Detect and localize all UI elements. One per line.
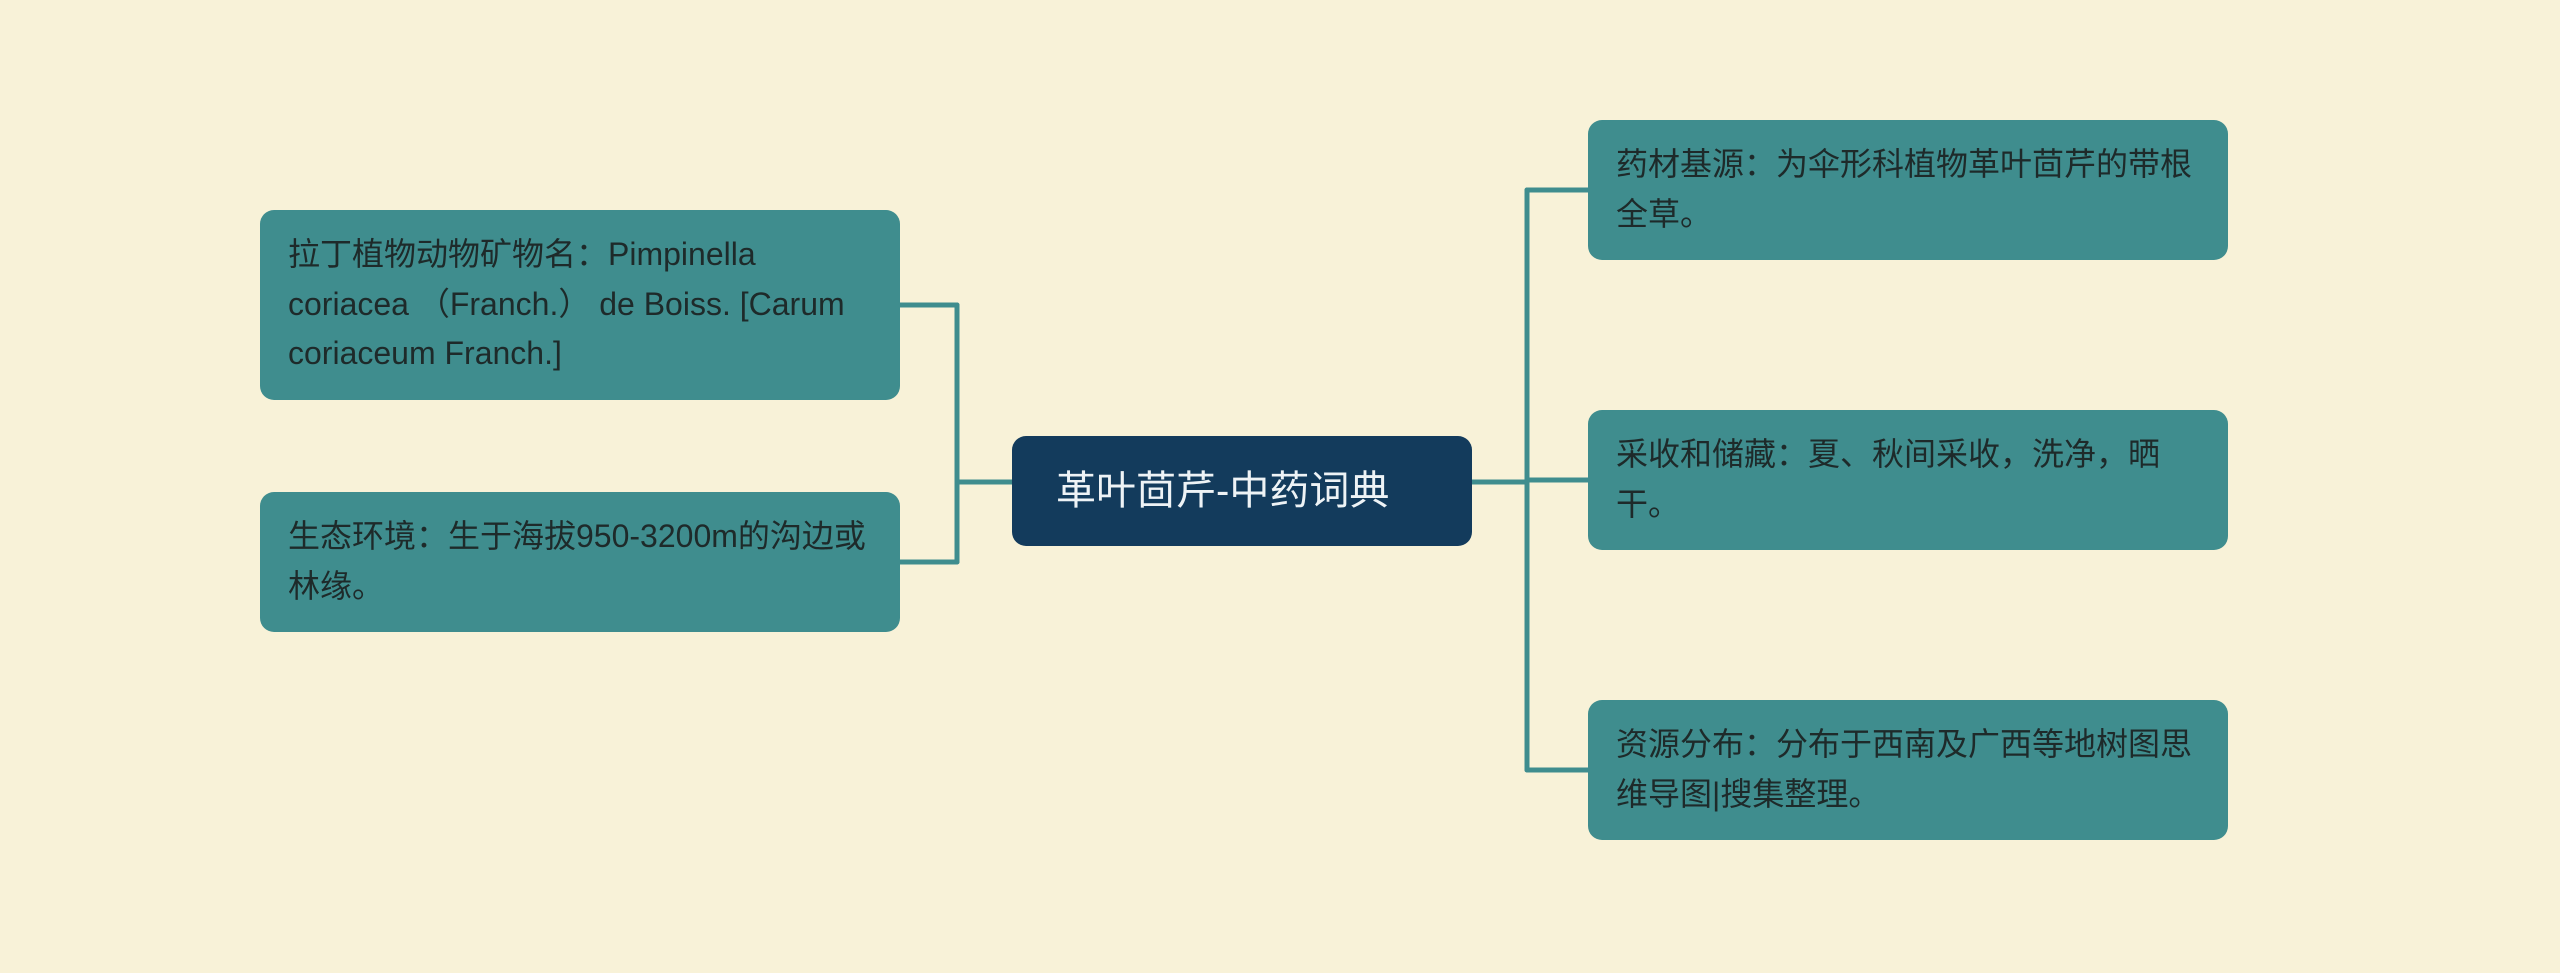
mindmap-canvas: 革叶茴芹-中药词典 拉丁植物动物矿物名：Pimpinella coriacea … [0,0,2560,973]
right-node-source: 药材基源：为伞形科植物革叶茴芹的带根全草。 [1588,120,2228,260]
right-node-distribution: 资源分布：分布于西南及广西等地树图思维导图|搜集整理。 [1588,700,2228,840]
root-node: 革叶茴芹-中药词典 [1012,436,1472,546]
left-node-latin: 拉丁植物动物矿物名：Pimpinella coriacea （Franch.） … [260,210,900,400]
left-node-habitat: 生态环境：生于海拔950-3200m的沟边或林缘。 [260,492,900,632]
right-node-harvest: 采收和储藏：夏、秋间采收，洗净，晒干。 [1588,410,2228,550]
